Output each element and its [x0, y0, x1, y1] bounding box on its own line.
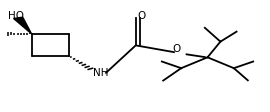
Text: HO: HO	[8, 11, 24, 21]
Text: O: O	[138, 11, 146, 21]
Text: NH: NH	[93, 68, 109, 78]
Text: O: O	[173, 44, 181, 54]
Polygon shape	[14, 17, 32, 34]
